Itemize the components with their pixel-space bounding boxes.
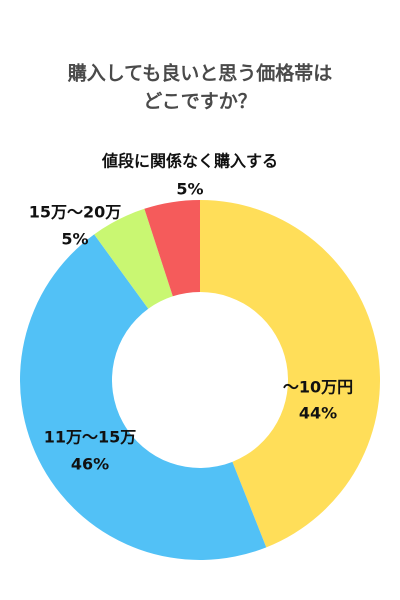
value-label: 5% xyxy=(176,180,203,199)
chart-title: 購入しても良いと思う価格帯は xyxy=(68,62,332,85)
slice-label: 値段に関係なく購入する xyxy=(101,152,278,171)
donut-slice xyxy=(20,234,267,560)
slice-label: 15万～20万 xyxy=(29,203,122,222)
donut-slice xyxy=(200,200,381,548)
donut-slice xyxy=(144,200,200,297)
slice-label: 11万～15万 xyxy=(44,428,137,447)
donut-slice xyxy=(94,208,173,309)
value-label: 5% xyxy=(61,230,88,249)
chart-title: どこですか？ xyxy=(143,91,256,113)
slice-label: ～10万円 xyxy=(283,378,353,397)
value-label: 46% xyxy=(71,455,109,474)
value-label: 44% xyxy=(299,404,337,423)
